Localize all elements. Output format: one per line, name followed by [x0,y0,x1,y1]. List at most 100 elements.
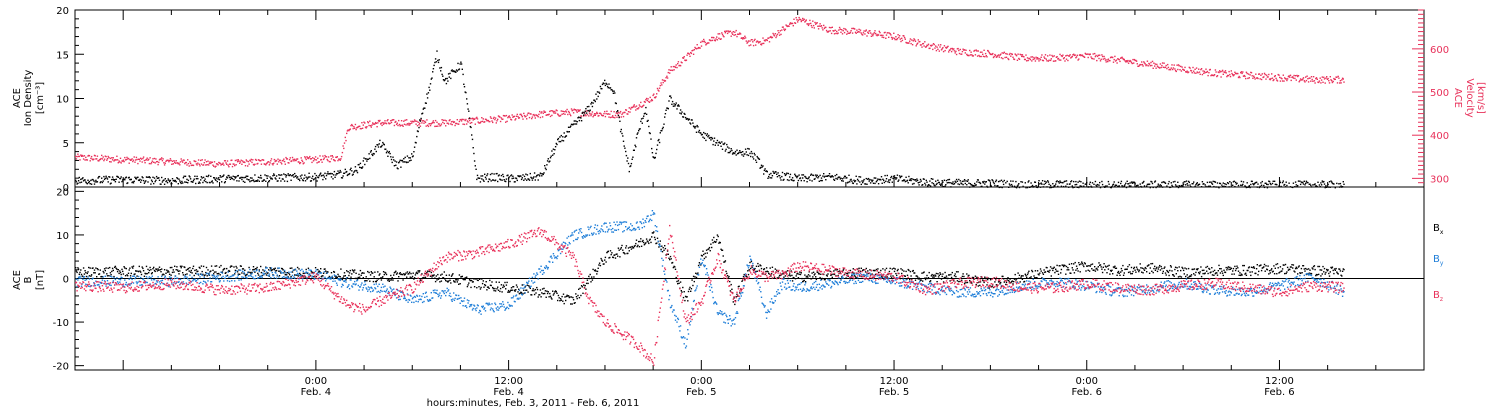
bx-point [416,271,418,273]
velocity-point [618,115,620,118]
bx-point [656,242,658,244]
bx-point [346,277,349,279]
velocity-point [711,36,713,39]
bx-point [653,236,656,239]
density-point [682,116,685,118]
bx-point [536,288,539,291]
density-point [169,179,172,182]
velocity-point [515,115,518,117]
velocity-point [1040,56,1042,58]
velocity-point [573,108,575,110]
bx-point [686,296,688,298]
velocity-point [1197,72,1199,74]
density-point [408,160,411,162]
density-point [546,160,549,162]
bx-point [765,267,768,269]
density-point [342,175,344,177]
velocity-point [1204,71,1206,74]
velocity-point [998,56,1000,58]
density-point [307,177,309,179]
bx-point [391,277,393,279]
velocity-point [535,114,537,116]
density-point [977,179,979,181]
bx-point [885,267,888,270]
density-point [687,118,689,120]
density-point [873,177,875,179]
density-point [440,66,443,69]
density-point [96,181,99,183]
density-point [210,175,212,177]
bx-point [827,273,829,275]
density-point [97,177,99,179]
bx-point [142,267,144,270]
bx-point [623,252,625,254]
density-point [1150,180,1152,183]
bx-point [955,275,957,278]
density-point [664,116,666,118]
bx-point [349,269,351,272]
velocity-point [541,116,544,118]
bx-point [738,285,740,287]
bx-point [450,282,452,284]
bx-point [235,265,237,268]
density-point [1055,181,1058,183]
velocity-point [499,120,502,123]
bx-point [281,268,284,270]
density-point [1026,186,1029,189]
bx-point [480,286,482,289]
density-point [883,181,886,184]
density-point [624,147,626,149]
velocity-point [327,159,329,162]
velocity-point [1069,54,1071,56]
velocity-point [1331,80,1333,82]
density-point [671,100,674,103]
bx-point [527,291,529,293]
velocity-point [93,158,95,160]
velocity-point [309,155,311,158]
density-point [876,179,878,182]
bx-point [128,269,130,271]
density-point [757,157,760,160]
bx-point [307,267,310,269]
velocity-point [515,118,517,120]
density-point [1257,183,1259,185]
bx-point [1014,273,1016,276]
velocity-point [1315,77,1317,80]
bx-point [433,274,435,276]
density-point [463,83,465,85]
density-point [935,183,938,186]
velocity-point [808,23,810,25]
bx-point [768,272,770,275]
velocity-point [716,36,718,38]
density-point [415,142,417,144]
velocity-point [564,113,566,115]
density-point [618,116,620,119]
velocity-point [1044,54,1047,56]
velocity-point [1292,76,1294,78]
density-point [894,177,896,179]
bx-point [662,247,664,249]
density-point [87,179,89,181]
bx-point [120,273,122,276]
density-point [909,179,911,181]
bx-point [550,297,552,299]
bx-point [194,269,196,272]
velocity-point [1094,52,1096,55]
density-point [684,113,686,115]
bx-point [287,276,289,278]
density-point [573,120,575,122]
velocity-point [309,158,312,160]
density-point [149,177,151,179]
bx-point [851,271,854,274]
velocity-point [1171,64,1173,66]
velocity-point [1155,67,1157,69]
density-point [1015,180,1017,183]
bx-point [838,270,840,273]
density-point [444,79,446,81]
velocity-point [1206,70,1209,73]
bx-point [348,272,351,274]
velocity-point [721,33,724,36]
bx-point [190,269,192,272]
density-point [913,182,915,185]
